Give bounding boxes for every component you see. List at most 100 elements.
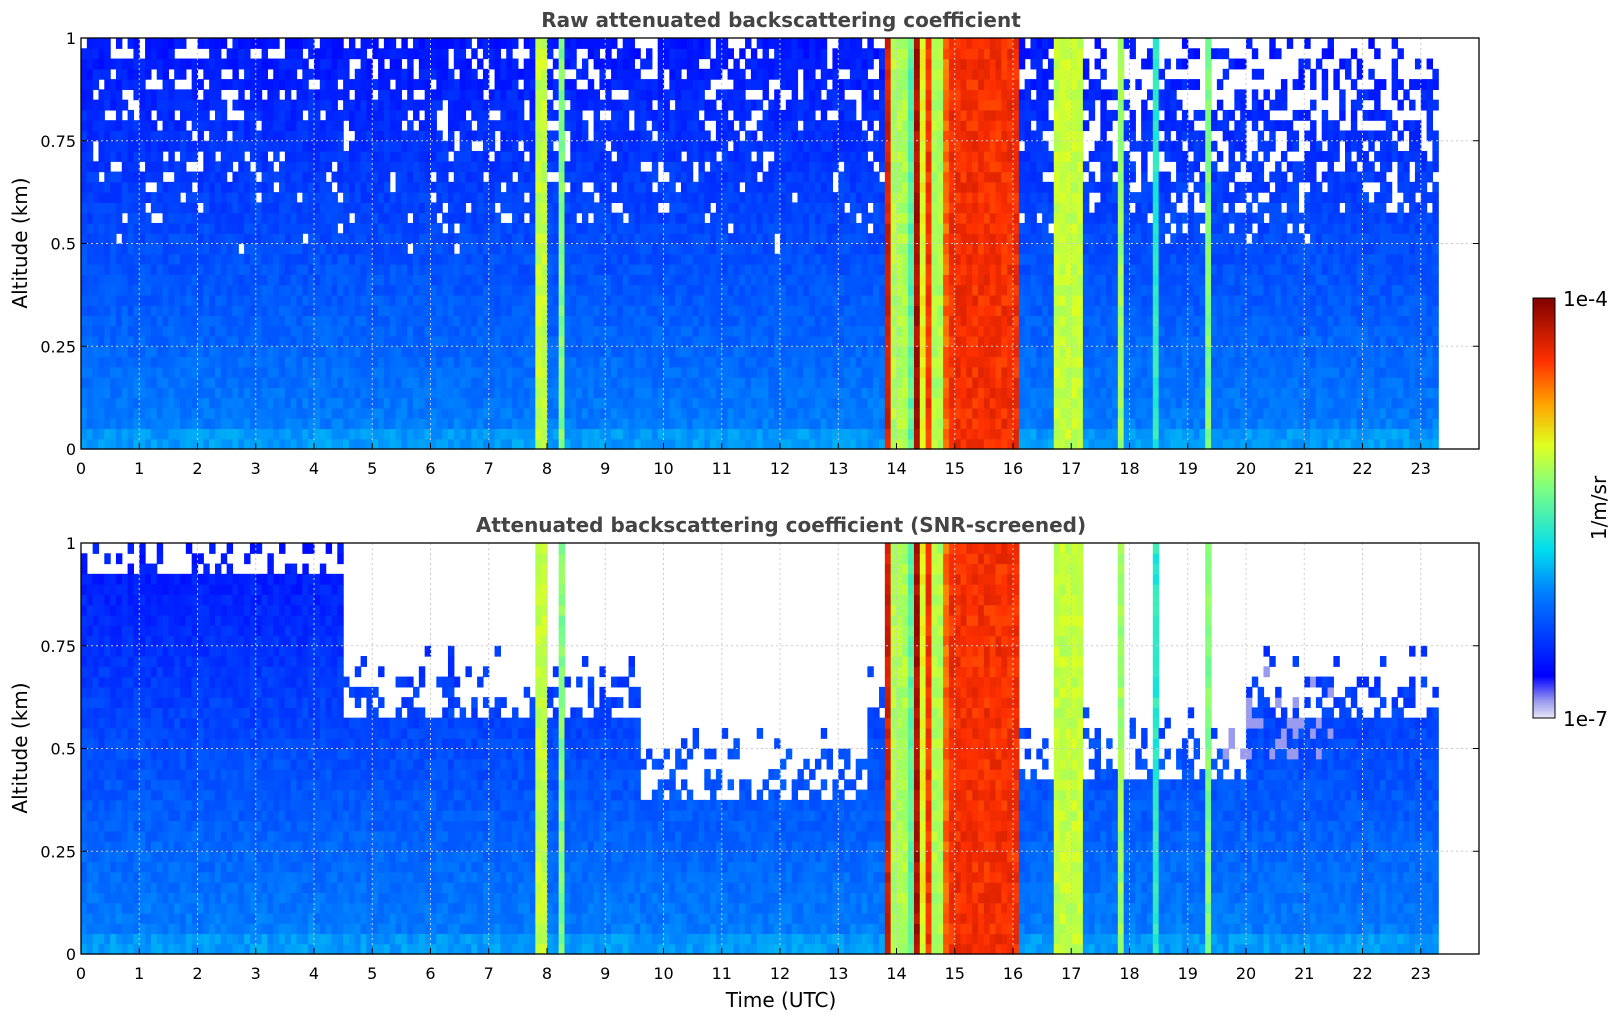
heatmap-cell bbox=[110, 99, 117, 111]
heatmap-cell bbox=[325, 38, 333, 49]
heatmap-cell bbox=[133, 140, 140, 152]
heatmap-cell bbox=[86, 151, 94, 162]
heatmap-cell bbox=[547, 109, 554, 121]
heatmap-cell bbox=[797, 58, 804, 70]
heatmap-cell bbox=[314, 387, 321, 399]
heatmap-cell bbox=[314, 397, 321, 409]
heatmap-cell bbox=[611, 130, 618, 142]
heatmap-cell bbox=[739, 264, 746, 275]
heatmap-cell bbox=[710, 335, 717, 347]
heatmap-cell bbox=[646, 397, 653, 409]
heatmap-cell bbox=[541, 346, 548, 358]
heatmap-cell bbox=[150, 171, 158, 183]
heatmap-cell bbox=[238, 89, 245, 101]
heatmap-cell bbox=[378, 120, 385, 132]
heatmap-cell bbox=[541, 264, 548, 275]
heatmap-cell bbox=[424, 181, 432, 193]
heatmap-cell bbox=[383, 202, 391, 214]
heatmap-cell bbox=[343, 58, 350, 70]
heatmap-cell bbox=[308, 274, 315, 286]
heatmap-cell bbox=[395, 264, 402, 275]
heatmap-cell bbox=[506, 58, 513, 70]
heatmap-cell bbox=[675, 212, 682, 224]
heatmap-cell bbox=[459, 171, 467, 183]
heatmap-cell bbox=[558, 233, 566, 245]
heatmap-cell bbox=[855, 202, 863, 214]
heatmap-cell bbox=[395, 171, 402, 183]
heatmap-cell bbox=[366, 192, 373, 203]
heatmap-cell bbox=[686, 284, 694, 296]
heatmap-cell bbox=[424, 335, 432, 347]
heatmap-cell bbox=[354, 284, 362, 296]
heatmap-cell bbox=[98, 377, 105, 388]
heatmap-cell bbox=[832, 284, 839, 296]
heatmap-cell bbox=[500, 120, 507, 132]
heatmap-cell bbox=[564, 346, 571, 358]
heatmap-cell bbox=[81, 48, 88, 60]
heatmap-cell bbox=[453, 48, 461, 60]
heatmap-cell bbox=[145, 366, 152, 378]
heatmap-cell bbox=[343, 181, 350, 193]
heatmap-cell bbox=[197, 212, 204, 224]
heatmap-cell bbox=[81, 418, 88, 430]
heatmap-cell bbox=[436, 68, 443, 80]
heatmap-cell bbox=[267, 315, 274, 327]
heatmap-cell bbox=[267, 335, 274, 347]
heatmap-cell bbox=[191, 284, 199, 296]
heatmap-cell bbox=[314, 89, 321, 101]
heatmap-cell bbox=[378, 305, 385, 317]
heatmap-cell bbox=[646, 305, 653, 317]
heatmap-cell bbox=[634, 192, 641, 203]
heatmap-cell bbox=[605, 120, 612, 132]
heatmap-cell bbox=[424, 243, 432, 255]
heatmap-cell bbox=[529, 418, 536, 430]
heatmap-cell bbox=[127, 243, 135, 255]
heatmap-cell bbox=[599, 192, 606, 203]
heatmap-cell bbox=[273, 192, 280, 203]
heatmap-cell bbox=[646, 253, 653, 265]
heatmap-cell bbox=[162, 325, 169, 337]
heatmap-cell bbox=[133, 407, 140, 419]
heatmap-cell bbox=[477, 418, 484, 430]
heatmap-cell bbox=[552, 438, 560, 450]
heatmap-cell bbox=[284, 192, 292, 203]
heatmap-cell bbox=[249, 99, 257, 111]
heatmap-cell bbox=[587, 377, 595, 388]
heatmap-cell bbox=[209, 79, 216, 90]
heatmap-cell bbox=[325, 397, 333, 409]
heatmap-cell bbox=[226, 120, 234, 132]
heatmap-cell bbox=[436, 418, 443, 430]
heatmap-cell bbox=[348, 274, 356, 286]
heatmap-cell bbox=[500, 58, 507, 70]
heatmap-cell bbox=[809, 325, 816, 337]
heatmap-cell bbox=[832, 377, 839, 388]
heatmap-cell bbox=[92, 356, 100, 368]
heatmap-cell bbox=[302, 68, 309, 80]
heatmap-cell bbox=[465, 335, 472, 347]
heatmap-cell bbox=[762, 253, 769, 265]
heatmap-cell bbox=[407, 418, 414, 430]
heatmap-cell bbox=[593, 397, 601, 409]
heatmap-cell bbox=[844, 264, 851, 275]
heatmap-cell bbox=[675, 161, 682, 173]
heatmap-cell bbox=[710, 212, 717, 224]
heatmap-cell bbox=[710, 428, 717, 440]
heatmap-cell bbox=[663, 192, 670, 203]
heatmap-cell bbox=[273, 233, 280, 245]
heatmap-cell bbox=[791, 130, 799, 142]
heatmap-cell bbox=[139, 99, 146, 111]
heatmap-cell bbox=[657, 407, 665, 419]
heatmap-cell bbox=[820, 315, 828, 327]
heatmap-cell bbox=[581, 284, 589, 296]
heatmap-cell bbox=[634, 181, 641, 193]
heatmap-cell bbox=[558, 325, 566, 337]
heatmap-cell bbox=[354, 315, 362, 327]
heatmap-cell bbox=[715, 181, 723, 193]
heatmap-cell bbox=[92, 161, 100, 173]
heatmap-cell bbox=[785, 130, 793, 142]
heatmap-cell bbox=[710, 253, 717, 265]
heatmap-cell bbox=[104, 253, 111, 265]
heatmap-cell bbox=[331, 253, 338, 265]
heatmap-cell bbox=[680, 294, 688, 306]
